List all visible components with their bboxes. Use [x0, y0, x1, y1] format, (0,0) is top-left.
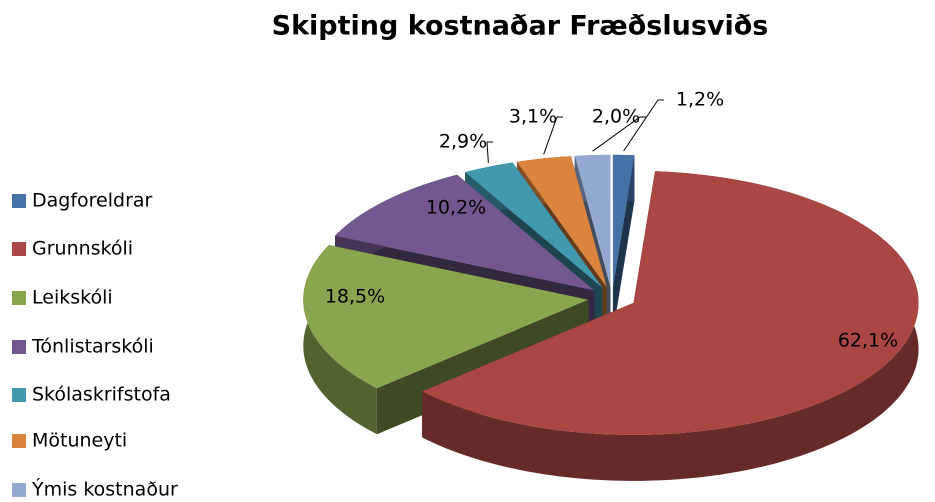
data-label: 3,1% [509, 106, 557, 128]
data-label: 18,5% [325, 286, 385, 308]
slice [335, 174, 595, 291]
legend-swatch [12, 434, 26, 448]
legend-swatch [12, 388, 26, 402]
leader-line [623, 99, 664, 152]
legend-label: Ýmis kostnaður [31, 478, 178, 501]
legend-label: Mötuneyti [32, 430, 127, 452]
legend-swatch [12, 291, 26, 305]
slice [574, 154, 611, 287]
slice [422, 171, 919, 435]
slice [612, 154, 635, 287]
data-label: 10,2% [426, 197, 486, 219]
legend-label: Dagforeldrar [32, 190, 153, 212]
chart-title: Skipting kostnaðar Fræðslusviðs [272, 11, 769, 42]
legend-swatch [12, 242, 26, 256]
data-label: 1,2% [676, 89, 724, 111]
leader-line [543, 116, 563, 155]
leader-line [592, 116, 646, 152]
legend-swatch [12, 194, 26, 208]
legend-label: Leikskóli [32, 287, 113, 309]
slice [516, 156, 607, 288]
legend-label: Skólaskrifstofa [32, 384, 171, 406]
legend-swatch [12, 483, 26, 497]
slice [303, 245, 589, 389]
legend-label: Tónlistarskóli [31, 336, 154, 358]
slice-wall [422, 171, 919, 481]
legend-swatch [12, 340, 26, 354]
data-label: 2,9% [439, 131, 487, 153]
data-label: 2,0% [592, 106, 640, 128]
leader-line [486, 141, 493, 163]
slice [465, 162, 603, 288]
data-label: 62,1% [838, 330, 898, 352]
legend-label: Grunnskóli [32, 238, 133, 260]
